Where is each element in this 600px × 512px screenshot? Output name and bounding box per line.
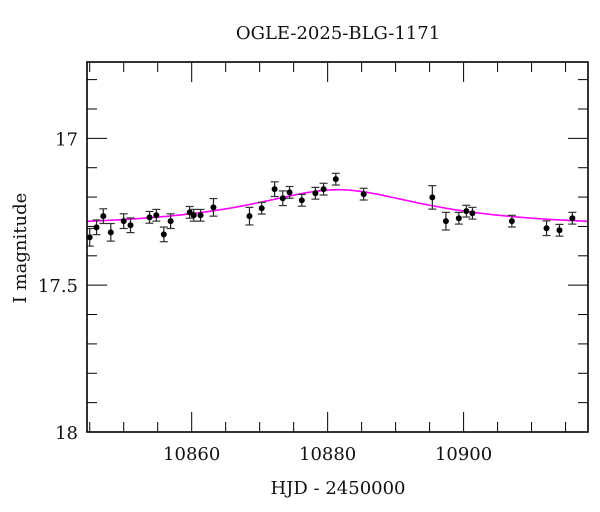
data-point — [569, 215, 576, 222]
plot-area — [87, 172, 588, 247]
data-point — [153, 212, 160, 219]
data-point — [167, 218, 174, 225]
x-tick-label: 10860 — [163, 444, 220, 465]
data-point — [127, 222, 134, 229]
data-point — [246, 213, 253, 220]
y-tick-label: 17 — [55, 129, 78, 150]
data-point — [320, 186, 327, 193]
data-point — [197, 212, 204, 219]
data-point — [258, 205, 265, 212]
data-point — [312, 190, 319, 197]
data-point — [279, 195, 286, 202]
x-tick-label: 10900 — [435, 444, 492, 465]
data-point — [210, 204, 217, 211]
data-point — [286, 189, 293, 196]
data-point — [100, 213, 107, 220]
data-point — [93, 224, 100, 231]
data-point — [442, 218, 449, 225]
plot-frame — [86, 61, 589, 433]
data-point — [160, 231, 167, 238]
data-point — [332, 176, 339, 183]
data-point — [543, 225, 550, 232]
data-point — [556, 227, 563, 234]
data-point — [120, 218, 127, 225]
data-point — [508, 218, 515, 225]
data-point — [107, 229, 114, 236]
axis-ticks — [87, 62, 588, 433]
data-point — [146, 214, 153, 221]
axis-tick-labels: 10860 10880 10900 17 17.5 18 — [38, 129, 492, 465]
chart-title: OGLE-2025-BLG-1171 — [236, 23, 440, 44]
x-tick-label: 10880 — [299, 444, 356, 465]
y-tick-label: 17.5 — [38, 276, 78, 297]
data-point — [298, 197, 305, 204]
data-point — [469, 210, 476, 217]
data-point — [190, 212, 197, 219]
data-point — [455, 215, 462, 222]
y-tick-label: 18 — [55, 423, 78, 444]
y-axis-label: I magnitude — [10, 193, 31, 304]
x-axis-label: HJD - 2450000 — [270, 478, 405, 499]
data-point — [429, 194, 436, 201]
data-point — [463, 208, 470, 215]
data-point — [271, 186, 278, 193]
data-point — [87, 234, 93, 241]
data-point — [360, 191, 367, 198]
